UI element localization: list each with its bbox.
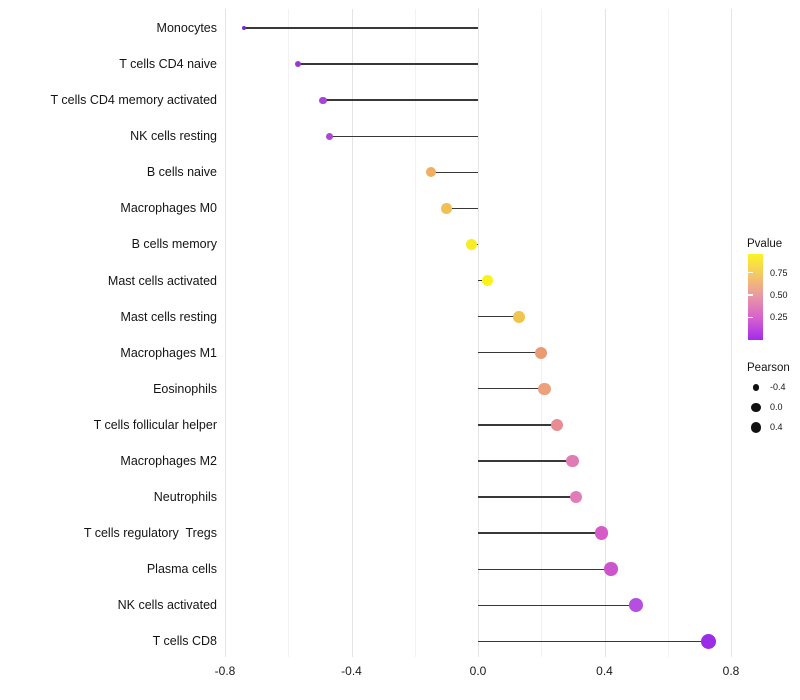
pvalue-colorbar-tick (748, 271, 753, 274)
y-axis-label: NK cells resting (130, 129, 217, 144)
y-axis-label: NK cells activated (117, 598, 217, 613)
lollipop-stem (478, 315, 520, 318)
lollipop-dot (594, 526, 608, 540)
lollipop-stem (329, 135, 478, 137)
lollipop-dot (535, 346, 548, 359)
lollipop-dot (241, 25, 247, 31)
lollipop-dot (513, 310, 525, 323)
lollipop-stem (478, 640, 709, 643)
lollipop-dot (425, 167, 436, 178)
lollipop-dot (566, 454, 580, 468)
lollipop-dot (701, 633, 717, 649)
pvalue-tick-label: 0.25 (770, 312, 788, 323)
y-axis-label: B cells memory (131, 237, 217, 252)
lollipop-stem (478, 388, 545, 390)
y-axis-label: Mast cells activated (107, 273, 217, 288)
y-axis-label: T cells regulatory Tregs (83, 526, 217, 541)
pvalue-tick-label: 0.75 (770, 267, 788, 278)
lollipop-stem (243, 27, 478, 29)
y-axis-label: Monocytes (156, 21, 217, 35)
lollipop-dot (441, 203, 452, 214)
lollipop-dot (319, 96, 327, 104)
y-axis-label: Mast cells resting (120, 309, 217, 324)
y-axis-label: Macrophages M2 (120, 453, 217, 468)
major-gridline (604, 9, 606, 657)
y-axis-label: Eosinophils (153, 381, 217, 396)
x-axis-tick-label: -0.8 (214, 664, 236, 678)
lollipop-dot (604, 562, 618, 576)
lollipop-stem (297, 63, 478, 65)
lollipop-dot (294, 60, 301, 68)
y-axis-label: T cells CD4 naive (119, 57, 217, 72)
pearson-tick-label: 0.0 (770, 402, 783, 413)
lollipop-stem (478, 604, 637, 606)
x-axis-tick-label: 0.0 (469, 664, 487, 678)
lollipop-stem (430, 171, 478, 173)
y-axis-label: T cells follicular helper (93, 417, 217, 432)
lollipop-stem (446, 207, 478, 210)
minor-gridline (414, 9, 416, 657)
pearson-tick-label: -0.4 (770, 382, 786, 393)
y-axis-label: T cells CD4 memory activated (50, 93, 218, 108)
y-axis-label: Plasma cells (146, 562, 217, 577)
lollipop-stem (478, 496, 577, 498)
y-axis-label: T cells CD8 (152, 634, 217, 649)
lollipop-dot (325, 132, 334, 140)
lollipop-dot (550, 418, 564, 432)
pvalue-legend-title: Pvalue (747, 238, 783, 250)
lollipop-dot (629, 598, 644, 613)
major-gridline (731, 9, 732, 657)
pearson-size-dot (751, 402, 761, 412)
lollipop-stem (478, 352, 542, 354)
pvalue-colorbar-tick (748, 294, 753, 296)
x-axis-tick-label: 0.8 (722, 664, 740, 678)
x-axis-tick-label: 0.4 (596, 664, 613, 678)
pvalue-colorbar-tick (748, 316, 753, 319)
minor-gridline (667, 9, 669, 657)
pearson-legend-title: Pearson (747, 362, 790, 374)
major-gridline (351, 9, 353, 657)
pvalue-colorbar (748, 254, 763, 340)
lollipop-dot (538, 382, 551, 395)
lollipop-dot (466, 239, 478, 250)
y-axis-label: Macrophages M0 (120, 201, 217, 216)
lollipop-dot (569, 490, 583, 504)
major-gridline (478, 9, 479, 657)
lollipop-stem (478, 568, 611, 570)
y-axis-label: Macrophages M1 (120, 345, 217, 360)
lollipop-stem (478, 460, 573, 462)
pvalue-tick-label: 0.50 (770, 290, 788, 301)
minor-gridline (288, 9, 290, 657)
minor-gridline (541, 9, 543, 657)
x-axis-tick-label: -0.4 (341, 664, 362, 678)
y-axis-label: Neutrophils (153, 490, 217, 505)
lollipop-stem (323, 99, 478, 101)
lollipop-stem (478, 532, 602, 534)
y-axis-label: B cells naive (146, 165, 217, 180)
lollipop-stem (478, 424, 558, 426)
pearson-tick-label: 0.4 (770, 422, 783, 433)
pearson-size-dot (750, 421, 762, 433)
lollipop-dot (481, 274, 494, 287)
pearson-size-dot (752, 383, 760, 391)
major-gridline (225, 9, 226, 657)
